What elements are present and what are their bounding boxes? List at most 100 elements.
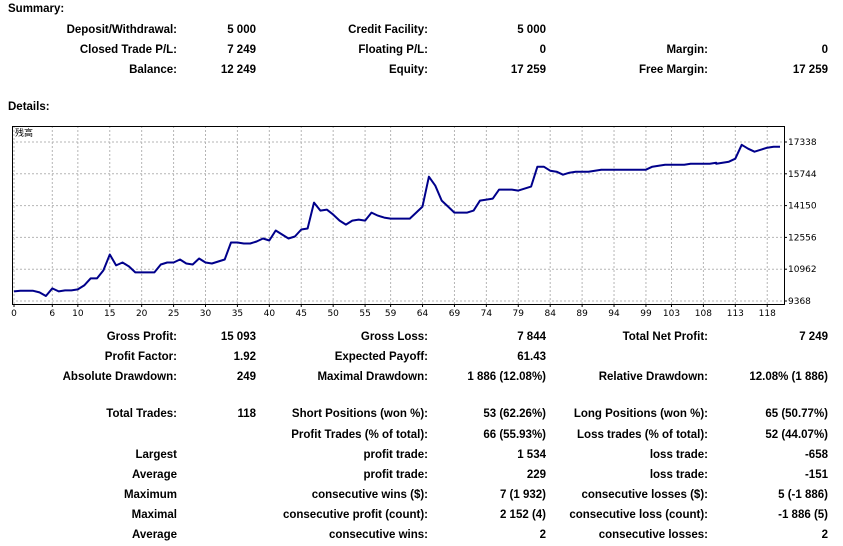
x-tick-label: 89 bbox=[576, 309, 588, 319]
x-tick-label: 79 bbox=[513, 309, 525, 319]
avg-consecutive-wins-value: 2 bbox=[539, 529, 546, 541]
closed-pl-value: 7 249 bbox=[227, 44, 256, 56]
avg-consecutive-losses-value: 2 bbox=[821, 529, 828, 541]
relative-drawdown-value: 12.08% (1 886) bbox=[749, 371, 828, 383]
total-trades-value: 118 bbox=[237, 408, 256, 420]
largest-label: Largest bbox=[135, 449, 177, 461]
credit-value: 5 000 bbox=[517, 24, 546, 36]
expected-payoff-label: Expected Payoff: bbox=[334, 351, 428, 363]
x-tick-label: 108 bbox=[695, 309, 712, 319]
max-consecutive-losses-value: 5 (-1 886) bbox=[778, 489, 828, 501]
x-tick-label: 10 bbox=[72, 309, 84, 319]
x-tick-label: 35 bbox=[232, 309, 243, 319]
x-tick-label: 15 bbox=[104, 309, 115, 319]
chart-corner-label: 残高 bbox=[15, 127, 33, 139]
y-tick-label: 14150 bbox=[788, 202, 817, 212]
balance-chart: 残高 17338 15744 14150 12556 10962 9368 0 6 10 15 2… bbox=[11, 126, 817, 319]
profit-trades-value: 66 (55.93%) bbox=[483, 429, 546, 441]
largest-loss-value: -658 bbox=[804, 449, 828, 461]
maximal-drawdown-value: 1 886 (12.08%) bbox=[467, 371, 546, 383]
profit-trades-label: Profit Trades (% of total): bbox=[291, 429, 428, 441]
maximal-consecutive-profit-label: consecutive profit (count): bbox=[282, 509, 428, 521]
balance-label: Balance: bbox=[129, 64, 177, 76]
margin-label: Margin: bbox=[666, 44, 708, 56]
average-label: Average bbox=[132, 469, 177, 481]
largest-loss-label: loss trade: bbox=[649, 449, 708, 461]
deposit-label: Deposit/Withdrawal: bbox=[66, 24, 177, 36]
max-consecutive-wins-value: 7 (1 932) bbox=[499, 489, 546, 501]
short-positions-label: Short Positions (won %): bbox=[291, 408, 428, 420]
absolute-drawdown-value: 249 bbox=[236, 371, 256, 383]
maximal-consecutive-loss-label: consecutive loss (count): bbox=[569, 509, 708, 521]
loss-trades-label: Loss trades (% of total): bbox=[577, 429, 708, 441]
x-tick-label: 118 bbox=[759, 309, 776, 319]
floating-pl-label: Floating P/L: bbox=[358, 44, 428, 56]
maximal-consecutive-profit-value: 2 152 (4) bbox=[499, 509, 546, 521]
x-tick-label: 94 bbox=[608, 309, 620, 319]
x-tick-label: 103 bbox=[663, 309, 680, 319]
max-consecutive-wins-label: consecutive wins ($): bbox=[311, 489, 428, 501]
y-tick-label: 9368 bbox=[788, 297, 811, 307]
average-loss-value: -151 bbox=[804, 469, 828, 481]
x-tick-label: 0 bbox=[11, 309, 17, 319]
relative-drawdown-label: Relative Drawdown: bbox=[598, 371, 708, 383]
max-consecutive-losses-label: consecutive losses ($): bbox=[581, 489, 708, 501]
x-tick-label: 30 bbox=[200, 309, 212, 319]
balance-value: 12 249 bbox=[220, 64, 256, 76]
total-net-profit-value: 7 249 bbox=[799, 331, 828, 343]
avg-consecutive-losses-label: consecutive losses: bbox=[598, 529, 708, 541]
y-tick-label: 10962 bbox=[788, 265, 817, 275]
balance-series-line bbox=[13, 143, 780, 297]
summary-title: Summary: bbox=[8, 3, 65, 15]
long-positions-label: Long Positions (won %): bbox=[573, 408, 708, 420]
floating-pl-value: 0 bbox=[539, 44, 546, 56]
details-title: Details: bbox=[8, 101, 50, 113]
loss-trades-value: 52 (44.07%) bbox=[765, 429, 828, 441]
x-tick-label: 55 bbox=[359, 309, 370, 319]
maximal-drawdown-label: Maximal Drawdown: bbox=[317, 371, 428, 383]
x-tick-label: 6 bbox=[49, 309, 55, 319]
maximal-consecutive-loss-value: -1 886 (5) bbox=[778, 509, 828, 521]
y-tick-label: 12556 bbox=[788, 233, 817, 243]
deposit-value: 5 000 bbox=[227, 24, 256, 36]
short-positions-value: 53 (62.26%) bbox=[483, 408, 546, 420]
gross-loss-value: 7 844 bbox=[517, 331, 546, 343]
expected-payoff-value: 61.43 bbox=[517, 351, 546, 363]
average-profit-value: 229 bbox=[526, 469, 546, 481]
x-tick-label: 40 bbox=[264, 309, 276, 319]
gross-profit-value: 15 093 bbox=[220, 331, 256, 343]
equity-label: Equity: bbox=[389, 64, 428, 76]
free-margin-value: 17 259 bbox=[792, 64, 828, 76]
free-margin-label: Free Margin: bbox=[638, 64, 708, 76]
credit-label: Credit Facility: bbox=[348, 24, 428, 36]
equity-value: 17 259 bbox=[510, 64, 546, 76]
x-tick-label: 25 bbox=[168, 309, 179, 319]
average-consecutive-label: Average bbox=[132, 529, 177, 541]
largest-profit-value: 1 534 bbox=[517, 449, 546, 461]
x-tick-label: 64 bbox=[417, 309, 429, 319]
x-tick-label: 69 bbox=[449, 309, 461, 319]
x-tick-label: 50 bbox=[327, 309, 339, 319]
x-tick-label: 113 bbox=[727, 309, 744, 319]
x-tick-label: 74 bbox=[481, 309, 493, 319]
x-tick-label: 99 bbox=[640, 309, 652, 319]
profit-factor-value: 1.92 bbox=[233, 351, 256, 363]
long-positions-value: 65 (50.77%) bbox=[765, 408, 828, 420]
maximum-label: Maximum bbox=[123, 489, 177, 501]
absolute-drawdown-label: Absolute Drawdown: bbox=[62, 371, 177, 383]
closed-pl-label: Closed Trade P/L: bbox=[79, 44, 177, 56]
average-profit-label: profit trade: bbox=[363, 469, 428, 481]
gross-loss-label: Gross Loss: bbox=[360, 331, 428, 343]
x-tick-label: 45 bbox=[296, 309, 307, 319]
x-tick-label: 59 bbox=[385, 309, 397, 319]
largest-profit-label: profit trade: bbox=[363, 449, 428, 461]
profit-factor-label: Profit Factor: bbox=[104, 351, 177, 363]
total-trades-label: Total Trades: bbox=[106, 408, 177, 420]
gross-profit-label: Gross Profit: bbox=[106, 331, 177, 343]
average-loss-label: loss trade: bbox=[649, 469, 708, 481]
x-tick-label: 20 bbox=[136, 309, 148, 319]
total-net-profit-label: Total Net Profit: bbox=[622, 331, 708, 343]
x-tick-label: 84 bbox=[544, 309, 556, 319]
y-tick-label: 15744 bbox=[788, 170, 817, 180]
avg-consecutive-wins-label: consecutive wins: bbox=[328, 529, 428, 541]
